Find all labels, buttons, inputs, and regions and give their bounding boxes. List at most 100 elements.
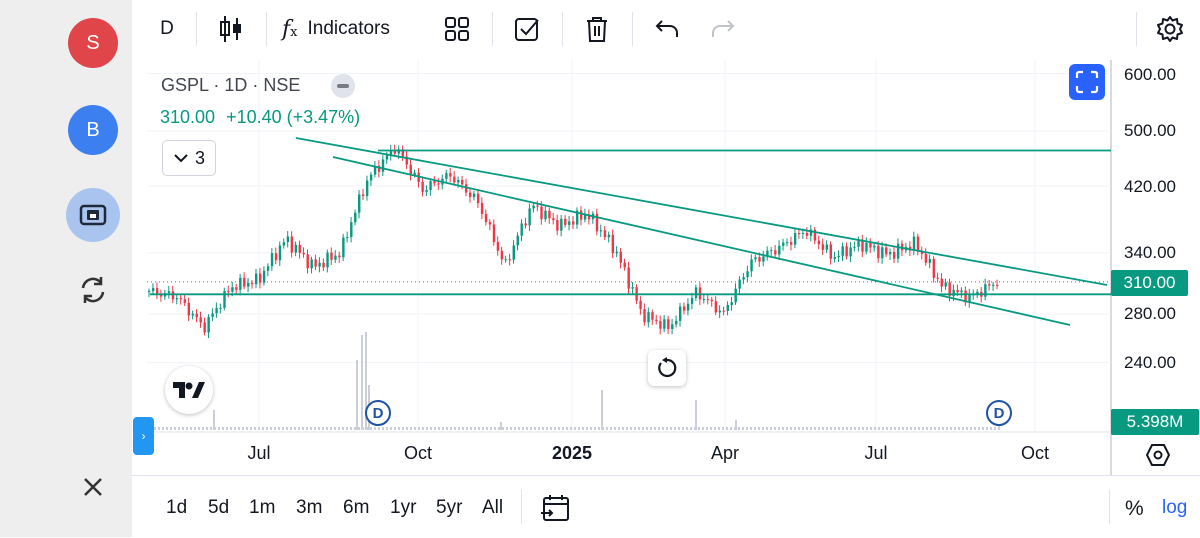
candle-body <box>270 253 274 267</box>
candle-body <box>659 321 662 329</box>
candle-body <box>647 312 650 323</box>
candle-body <box>453 176 456 183</box>
go-to-date-button[interactable] <box>540 494 570 527</box>
volume-bar <box>494 427 496 430</box>
volume-bar <box>510 427 512 430</box>
candle-body <box>207 316 210 333</box>
volume-bar <box>682 427 684 430</box>
candle-body <box>524 223 527 226</box>
volume-bar <box>198 427 200 430</box>
candle-body <box>623 262 626 268</box>
layouts-button[interactable] <box>440 12 474 46</box>
candle-body <box>429 181 432 190</box>
fullscreen-button[interactable] <box>1069 64 1105 100</box>
volume-bar <box>958 427 960 430</box>
candle-body <box>235 287 238 290</box>
reset-chart-button[interactable] <box>648 350 686 386</box>
candle-body <box>322 262 325 268</box>
close-button[interactable] <box>68 462 118 512</box>
volume-bar <box>278 427 280 430</box>
volume-bar <box>630 427 632 430</box>
range-3m[interactable]: 3m <box>296 497 323 518</box>
candle-body <box>175 298 179 300</box>
indicators-button[interactable]: fx Indicators <box>282 12 422 46</box>
range-6m[interactable]: 6m <box>343 497 370 518</box>
candle-body <box>956 289 959 293</box>
candle-body <box>365 180 369 196</box>
volume-bar <box>950 427 952 430</box>
candle-body <box>433 181 436 184</box>
candle-body <box>381 159 385 172</box>
volume-bar <box>562 427 564 430</box>
candle-body <box>203 322 206 333</box>
candle-body <box>964 290 967 303</box>
percent-scale-toggle[interactable]: % <box>1125 497 1144 520</box>
rotate-button[interactable] <box>68 265 118 315</box>
volume-bar <box>226 427 228 430</box>
avatar-b[interactable]: B <box>68 105 118 155</box>
candle-body <box>611 234 615 254</box>
avatar-s[interactable]: S <box>68 18 118 68</box>
volume-bar <box>670 427 672 430</box>
toolbar-divider <box>492 12 493 46</box>
range-all[interactable]: All <box>482 497 504 518</box>
collapse-legend-icon[interactable] <box>331 74 356 98</box>
time-tick: Apr <box>710 443 740 463</box>
chevron-right-icon: › <box>141 429 146 443</box>
settings-button[interactable] <box>1152 12 1188 46</box>
candle-body <box>318 262 321 267</box>
volume-bar <box>442 427 444 430</box>
chart-type-button[interactable] <box>214 12 248 46</box>
undo-button[interactable] <box>650 12 684 46</box>
volume-bar <box>774 427 776 430</box>
range-5yr[interactable]: 5yr <box>436 497 463 518</box>
hexagon-settings-icon <box>1145 444 1171 466</box>
dividend-marker[interactable]: D <box>365 400 391 426</box>
volume-bar <box>662 427 664 430</box>
volume-bar <box>735 420 737 430</box>
volume-bar <box>194 427 196 430</box>
volume-bar <box>970 427 972 430</box>
volume-bar <box>878 427 880 430</box>
delete-button[interactable] <box>580 12 614 46</box>
volume-bar <box>678 427 680 430</box>
range-5d[interactable]: 5d <box>208 497 230 518</box>
calendar-icon <box>541 495 569 521</box>
lock-screen-button[interactable] <box>66 188 120 242</box>
candle-body <box>603 230 607 238</box>
toolbar-divider <box>632 12 633 46</box>
range-1d[interactable]: 1d <box>166 497 188 518</box>
tradingview-logo[interactable] <box>165 366 213 414</box>
volume-bar <box>386 427 388 430</box>
volume-bar <box>174 427 176 430</box>
candle-body <box>702 299 706 301</box>
interval-button[interactable]: D <box>152 12 182 46</box>
candle-body <box>865 243 868 252</box>
toolbar-divider <box>266 12 267 46</box>
volume-bar <box>702 427 704 430</box>
log-scale-toggle[interactable]: log <box>1162 497 1188 518</box>
volume-bar <box>254 427 256 430</box>
select-button[interactable] <box>510 12 544 46</box>
dividend-marker[interactable]: D <box>986 400 1012 426</box>
range-1yr[interactable]: 1yr <box>390 497 417 518</box>
volume-bar <box>762 427 764 430</box>
volume-bar <box>262 427 264 430</box>
candle-body <box>663 319 666 329</box>
expand-panel-tab[interactable]: › <box>133 417 154 455</box>
candle-body <box>722 310 726 312</box>
volume-bar <box>730 427 732 430</box>
chart-settings-button[interactable] <box>1145 443 1171 472</box>
volume-bar <box>530 427 532 430</box>
indicators-toggle[interactable]: 3 <box>162 140 216 176</box>
redo-button[interactable] <box>706 12 740 46</box>
candle-body <box>251 283 254 285</box>
volume-bar <box>190 427 192 430</box>
volume-bar <box>778 427 780 430</box>
volume-bar <box>942 427 944 430</box>
volume-bar <box>606 427 608 430</box>
range-1m[interactable]: 1m <box>249 497 276 518</box>
candle-body <box>778 245 781 255</box>
candle-body <box>607 234 611 238</box>
candle-body <box>920 251 924 254</box>
